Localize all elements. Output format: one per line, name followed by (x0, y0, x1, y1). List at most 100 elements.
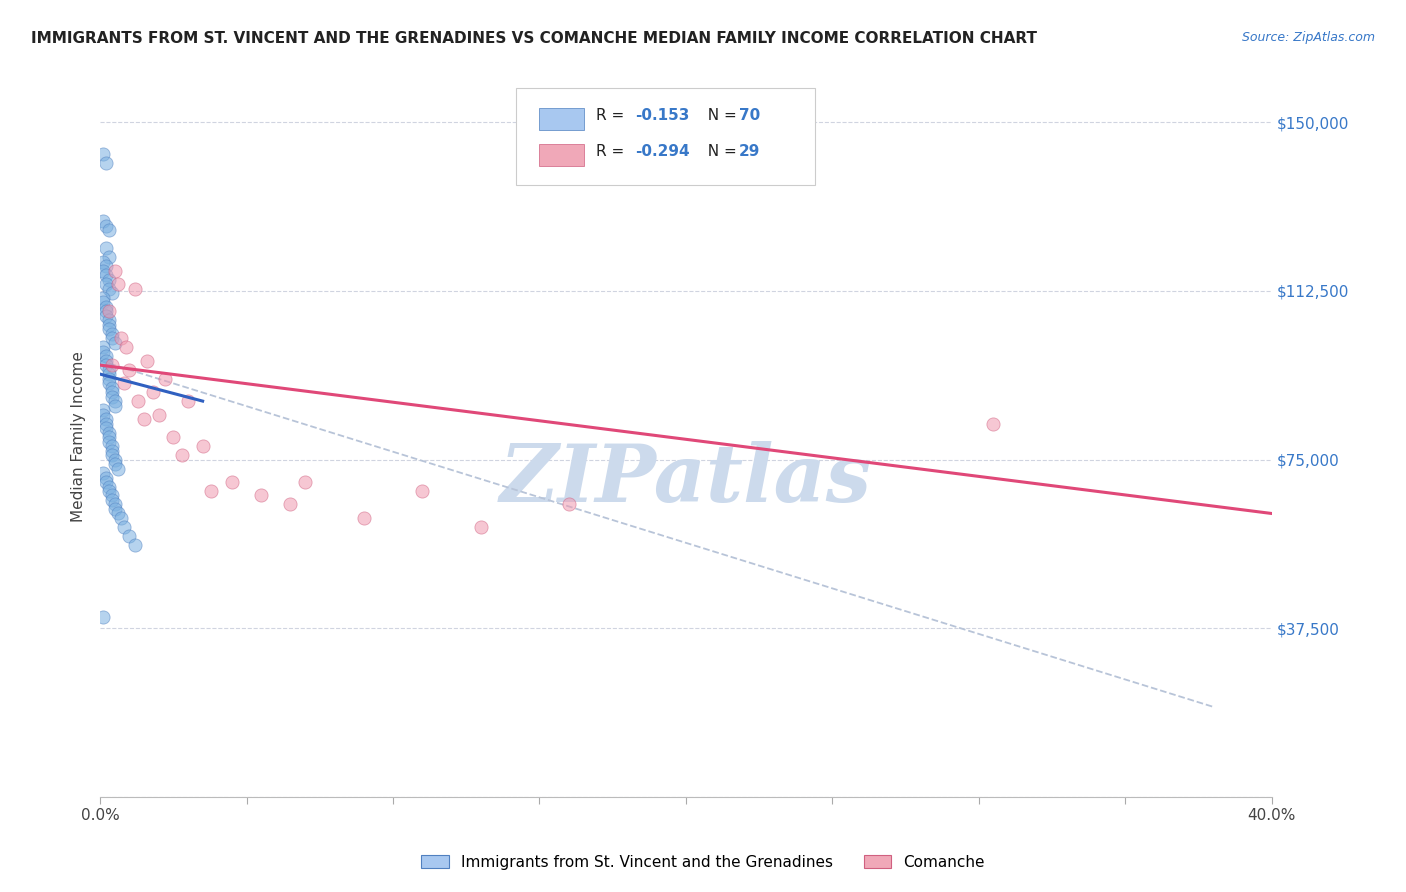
Point (153, 371, 176, 385)
Text: N =: N = (697, 144, 741, 159)
Point (97, 371, 120, 385)
Text: 29: 29 (738, 144, 761, 159)
Point (94, 300, 117, 314)
Point (97, 376, 120, 391)
Point (94, 304, 117, 318)
Point (132, 412, 155, 426)
Point (162, 430, 184, 444)
Point (124, 538, 146, 552)
Point (101, 443, 124, 458)
Point (294, 475, 316, 489)
Point (97, 479, 120, 493)
Point (94, 349, 117, 363)
Point (200, 483, 222, 498)
Point (127, 394, 149, 409)
Point (97, 282, 120, 296)
Point (115, 340, 138, 354)
Text: N =: N = (697, 108, 741, 123)
Point (104, 264, 127, 278)
Point (353, 511, 375, 525)
Point (97, 318, 120, 332)
Point (191, 439, 214, 453)
Point (91, 408, 114, 422)
Point (91, 295, 114, 310)
Point (118, 362, 141, 376)
Point (104, 502, 127, 516)
Point (172, 448, 194, 462)
Point (101, 326, 124, 341)
Point (104, 399, 127, 413)
Point (94, 277, 117, 292)
Point (101, 390, 124, 404)
Point (136, 353, 159, 368)
Point (104, 498, 127, 512)
Point (104, 457, 127, 471)
Point (142, 385, 165, 400)
Point (94, 219, 117, 233)
Point (110, 511, 132, 525)
Point (91, 340, 114, 354)
Point (221, 475, 243, 489)
Point (97, 250, 120, 264)
Point (97, 367, 120, 381)
Legend: Immigrants from St. Vincent and the Grenadines, Comanche: Immigrants from St. Vincent and the Gren… (413, 847, 993, 877)
Text: 70: 70 (738, 108, 759, 123)
Point (101, 488, 124, 502)
Text: R =: R = (596, 144, 628, 159)
Point (97, 434, 120, 449)
Point (107, 461, 129, 475)
Text: R =: R = (596, 108, 628, 123)
Point (94, 421, 117, 435)
Point (94, 412, 117, 426)
Point (94, 353, 117, 368)
Point (97, 313, 120, 327)
Point (101, 493, 124, 508)
Point (101, 381, 124, 395)
Text: ZIPatlas: ZIPatlas (499, 442, 872, 519)
Point (91, 403, 114, 417)
Point (94, 309, 117, 323)
Point (91, 610, 114, 624)
Point (97, 362, 120, 376)
Point (101, 448, 124, 462)
Point (101, 439, 124, 453)
Point (97, 273, 120, 287)
Y-axis label: Median Family Income: Median Family Income (72, 351, 86, 523)
Point (411, 483, 433, 498)
Point (112, 376, 135, 391)
Point (104, 394, 127, 409)
Point (91, 214, 114, 228)
Point (91, 344, 114, 359)
Point (118, 529, 141, 543)
Point (91, 291, 114, 305)
Point (94, 470, 117, 484)
Point (91, 254, 114, 268)
Point (91, 264, 114, 278)
Point (97, 223, 120, 237)
Point (94, 475, 117, 489)
Text: Source: ZipAtlas.com: Source: ZipAtlas.com (1241, 31, 1375, 45)
Point (94, 241, 117, 255)
Point (250, 488, 273, 502)
Point (94, 268, 117, 283)
FancyBboxPatch shape (540, 108, 583, 130)
Point (97, 322, 120, 336)
Point (91, 146, 114, 161)
Point (280, 498, 302, 512)
Point (101, 385, 124, 400)
Point (112, 520, 135, 534)
Point (94, 417, 117, 431)
Point (470, 520, 492, 534)
Text: -0.294: -0.294 (636, 144, 690, 159)
Point (104, 335, 127, 350)
FancyBboxPatch shape (516, 88, 814, 186)
Point (177, 394, 200, 409)
Point (104, 452, 127, 467)
Point (97, 483, 120, 498)
Point (97, 425, 120, 440)
Point (91, 466, 114, 480)
Text: IMMIGRANTS FROM ST. VINCENT AND THE GRENADINES VS COMANCHE MEDIAN FAMILY INCOME : IMMIGRANTS FROM ST. VINCENT AND THE GREN… (31, 31, 1038, 46)
Point (101, 331, 124, 345)
Point (107, 507, 129, 521)
Point (97, 430, 120, 444)
